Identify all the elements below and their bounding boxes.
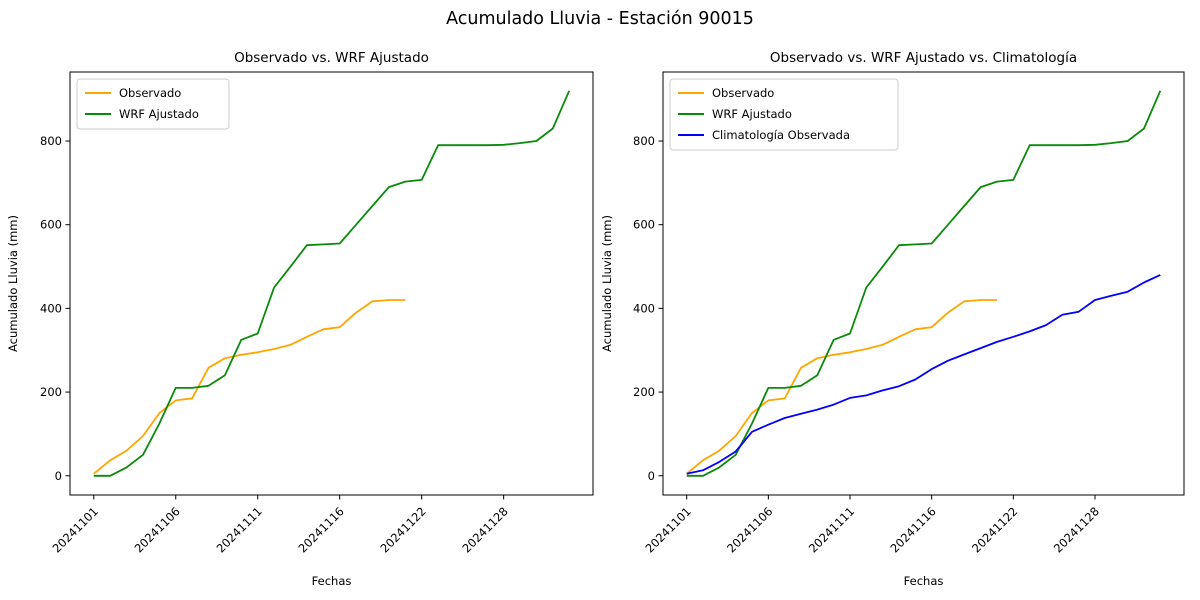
x-tick-label: 20241116	[887, 504, 938, 555]
x-tick-label: 20241111	[214, 504, 265, 555]
series-line-wrf-ajustado	[686, 90, 1162, 477]
x-tick-label: 20241128	[1051, 504, 1102, 555]
x-axis-label: Fechas	[904, 574, 944, 588]
y-tick-label: 400	[633, 301, 655, 315]
legend-label: WRF Ajustado	[712, 107, 792, 121]
x-tick-label: 20241111	[806, 504, 857, 555]
legend-label: Observado	[119, 86, 181, 100]
y-tick-label: 0	[55, 469, 62, 483]
axes-box	[662, 71, 1185, 496]
legend-box	[76, 78, 230, 130]
y-axis-label: Acumulado Lluvia (mm)	[600, 215, 614, 352]
y-axis-label: Acumulado Lluvia (mm)	[6, 215, 20, 352]
x-tick-label: 20241106	[724, 504, 775, 555]
x-tick-label: 20241122	[969, 504, 1020, 555]
legend-label: Climatología Observada	[712, 128, 850, 142]
chart-left: 0 200 400 600 800 20241101 20241106 20241111 202…	[6, 50, 594, 588]
legend-label: WRF Ajustado	[119, 107, 199, 121]
x-tick-label: 20241122	[377, 504, 428, 555]
figure-title: Acumulado Lluvia - Estación 90015	[446, 9, 754, 29]
series-line-observado	[93, 299, 406, 475]
y-tick-label: 800	[633, 134, 655, 148]
x-tick-label: 20241128	[459, 504, 510, 555]
y-tick-label: 400	[40, 301, 62, 315]
x-tick-label: 20241101	[643, 504, 694, 555]
x-tick-label: 20241106	[132, 504, 183, 555]
x-tick-label: 20241101	[50, 504, 101, 555]
x-axis-label: Fechas	[312, 574, 352, 588]
chart-title: Observado vs. WRF Ajustado vs. Climatolo…	[770, 50, 1077, 66]
y-tick-label: 600	[633, 218, 655, 232]
legend-box	[669, 78, 899, 151]
x-tick-label: 20241116	[296, 504, 347, 555]
chart-title: Observado vs. WRF Ajustado	[234, 50, 429, 66]
y-tick-label: 600	[40, 218, 62, 232]
y-tick-label: 200	[633, 385, 655, 399]
axes-box	[69, 71, 594, 496]
y-tick-label: 800	[40, 134, 62, 148]
chart-right: 0 200 400 600 800 20241101 20241106 20241111 202…	[600, 50, 1185, 588]
series-line-wrf-ajustado	[93, 90, 571, 477]
series-line-climatolog-a-observada	[686, 274, 1161, 475]
y-tick-label: 0	[648, 469, 655, 483]
legend-label: Observado	[712, 86, 774, 100]
y-tick-label: 200	[40, 385, 62, 399]
series-line-observado	[686, 299, 997, 475]
